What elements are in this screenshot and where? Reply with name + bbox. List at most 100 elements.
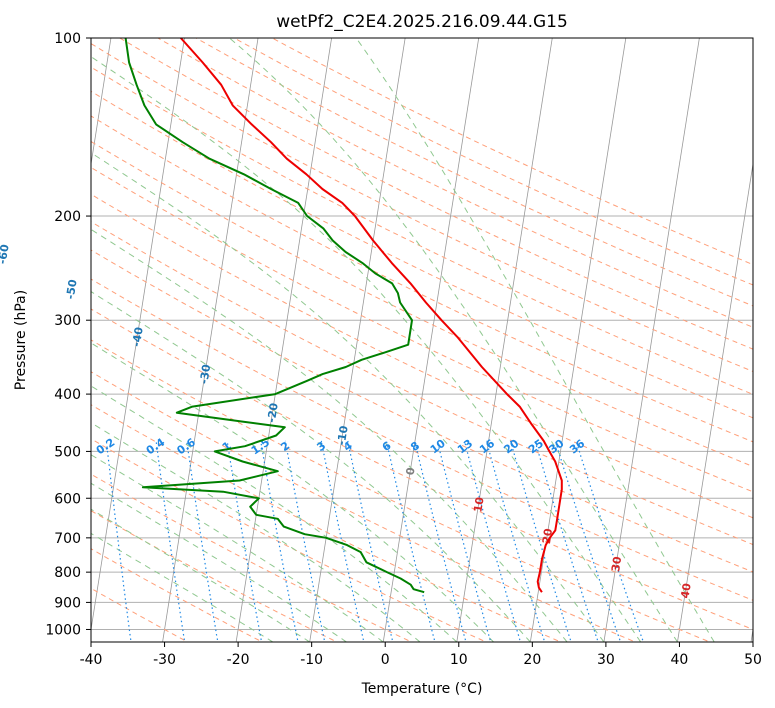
mixing-ratio-label: 0.4 [144,436,168,458]
isotherm-line [529,38,627,642]
x-axis-label: Temperature (°C) [361,681,483,697]
dry-adiabat-line [91,404,562,642]
mixing-ratio-line [186,440,219,642]
x-tick-label: -30 [153,652,176,668]
isotherm-label: -60 [0,243,12,265]
moist-adiabat-line [91,152,605,642]
isotherm-label: 10 [471,496,486,513]
dry-adiabat-line [91,66,753,395]
x-tick-label: 50 [744,652,762,668]
isotherm-label: -30 [197,363,213,385]
isotherm-line [309,38,406,642]
moist-adiabat-line [91,385,458,642]
isotherm-line [677,161,753,642]
dry-adiabat-line [91,278,753,601]
mixing-ratio-line [554,440,622,642]
moist-adiabat-line [91,508,310,642]
mixing-ratio-line [105,440,132,642]
moist-adiabat-line [91,454,384,642]
moist-adiabat-line [91,532,274,642]
mixing-ratio-label: 36 [567,437,587,457]
x-tick-label: -20 [227,652,250,668]
isotherm-line [382,38,480,642]
plot-frame [90,37,754,643]
mixing-ratio-line [509,440,572,642]
dry-adiabat-line [91,140,753,468]
isotherm-label: -40 [130,326,146,348]
moist-adiabat-line [91,342,494,642]
x-tick-label: -40 [80,652,103,668]
isotherm-line [91,38,185,633]
mixing-ratio-label: 13 [455,437,475,457]
moist-adiabat-line [91,422,421,642]
mixing-ratio-line [463,440,522,642]
y-tick-label: 100 [54,31,81,47]
y-tick-label: 300 [54,313,81,329]
dry-adiabat-line [91,510,339,642]
dry-adiabat-line [91,90,753,419]
moist-adiabat-line [91,56,642,642]
profile-lines [124,38,563,594]
y-axis-label: Pressure (hPa) [13,290,29,390]
mixing-ratio-line [436,440,492,642]
mixing-ratio-line [485,440,546,642]
dry-adiabat-line [91,438,488,642]
dry-adiabat-line [91,339,712,642]
y-tick-label: 200 [54,209,81,225]
dry-adiabat-line [91,249,753,573]
dry-adiabat-line [91,115,753,443]
dry-adiabat-line [157,38,753,328]
dry-adiabat-line [233,38,753,286]
dry-adiabat-line [91,308,753,631]
isotherm-line [603,38,700,642]
y-axis: 100 200 300 400 500 600 700 800 900 1000 [45,31,91,638]
moist-adiabat-line [91,482,347,642]
mixing-ratio-line [575,440,644,642]
isotherm-label: -20 [265,402,281,424]
dry-adiabat-line [91,43,753,373]
isotherm-label: 20 [540,527,555,544]
mixing-ratio-label: 20 [501,437,521,457]
y-tick-label: 500 [54,444,81,460]
isotherm-line [162,38,259,642]
isotherm-label: -10 [335,424,351,446]
y-tick-label: 700 [54,531,81,547]
temperature-line [180,38,563,593]
isotherm-label: 30 [609,555,624,572]
dry-adiabat-line [195,38,753,307]
moist-adiabat-line [355,38,715,642]
x-axis: -40 -30 -20 -10 0 10 20 30 40 50 [80,642,762,668]
chart-title: wetPf2_C2E4.2025.216.09.44.G15 [276,12,568,32]
x-tick-label: -10 [300,652,323,668]
x-tick-label: 10 [450,652,468,668]
dry-adiabat-line [91,166,753,493]
moist-adiabat-line [91,291,531,642]
y-tick-label: 600 [54,491,81,507]
mixing-ratio-label: 10 [428,437,448,457]
dry-adiabat-line [91,371,637,642]
background-lines [91,38,753,642]
isotherm-label: 40 [678,582,693,599]
dry-adiabat-line [91,548,264,642]
y-tick-label: 400 [54,387,81,403]
moist-adiabat-line [229,38,678,642]
mixing-ratio-label: 0.2 [94,436,117,458]
isotherm-line [91,38,112,167]
x-tick-label: 30 [597,652,615,668]
mixing-ratio-line [226,440,263,642]
isotherm-line [750,626,753,642]
dry-adiabat-line [91,221,753,546]
isotherm-label: 0 [404,466,418,476]
dewpoint-line [124,38,425,594]
isotherm-label: -50 [64,278,80,300]
x-tick-label: 20 [523,652,541,668]
dry-adiabat-line [271,38,753,266]
mixing-ratio-line [414,440,467,642]
isotherm-line [235,38,333,642]
y-tick-label: 1000 [45,622,81,638]
mixing-ratio-line [534,440,599,642]
x-tick-label: 0 [381,652,390,668]
y-tick-label: 900 [54,595,81,611]
